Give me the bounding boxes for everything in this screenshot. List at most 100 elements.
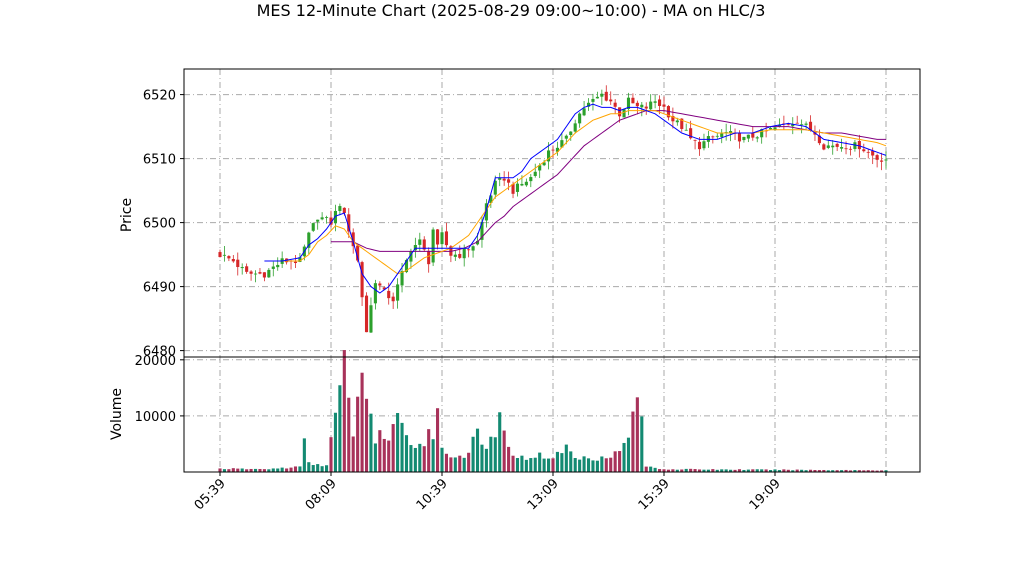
volume-bar — [857, 470, 861, 472]
volume-bar — [777, 470, 781, 472]
candle-body — [498, 177, 502, 180]
candle-body — [409, 251, 413, 262]
candle-body — [458, 253, 462, 258]
candle-body — [769, 128, 773, 130]
candle-body — [542, 162, 546, 166]
volume-bar — [271, 468, 275, 472]
volume-bar — [511, 455, 515, 472]
candle-body — [373, 283, 377, 304]
candle-body — [595, 96, 599, 99]
volume-bar — [720, 469, 724, 472]
volume-bar — [831, 470, 835, 472]
candle-body — [369, 305, 373, 333]
candle-body — [413, 245, 417, 251]
candle-body — [245, 266, 249, 272]
volume-bar — [245, 469, 249, 472]
candle-body — [862, 149, 866, 152]
volume-bar — [862, 470, 866, 472]
volume-bar — [342, 350, 346, 472]
volume-bar — [538, 452, 542, 472]
volume-bar — [356, 396, 360, 472]
volume-bar — [360, 372, 364, 472]
volume-bar — [289, 467, 293, 472]
candle-body — [586, 102, 591, 107]
volume-bar — [848, 470, 853, 472]
volume-bar — [231, 468, 235, 472]
candle-body — [777, 124, 781, 127]
volume-bar — [520, 455, 524, 472]
candle-body — [800, 124, 804, 126]
candle-body — [680, 118, 684, 129]
volume-bar — [724, 469, 728, 472]
volume-bar — [884, 470, 888, 472]
candle-body — [378, 283, 382, 286]
candle-body — [658, 99, 662, 106]
candle-body — [555, 147, 559, 152]
volume-bar — [462, 457, 466, 472]
volume-bar — [764, 469, 768, 472]
candle-body — [808, 121, 813, 131]
x-tick-label: 05:39 — [192, 476, 229, 513]
volume-bar — [591, 460, 595, 472]
volume-bar — [582, 456, 586, 472]
volume-bar — [626, 437, 631, 472]
volume-bar — [431, 439, 435, 472]
candle-body — [560, 140, 564, 148]
volume-bar — [382, 438, 386, 472]
volume-bar — [800, 469, 804, 472]
volume-tick-label: 10000 — [135, 410, 176, 425]
candle-body — [422, 239, 426, 250]
candle-body — [742, 136, 746, 141]
candle-body — [511, 183, 515, 194]
volume-bar — [507, 446, 511, 472]
volume-bar — [551, 458, 555, 472]
candle-body — [644, 106, 648, 109]
volume-bar — [480, 444, 484, 472]
candle-body — [857, 140, 861, 150]
x-tick-label: 08:09 — [303, 476, 340, 513]
volume-bar — [467, 452, 471, 472]
candle-body — [338, 206, 342, 211]
candle-body — [538, 165, 542, 171]
volume-panel-frame — [183, 356, 921, 473]
volume-bar — [427, 429, 431, 472]
volume-bar — [338, 385, 342, 472]
volume-bar — [853, 470, 857, 472]
candle-body — [826, 145, 830, 148]
candle-body — [564, 135, 568, 139]
candle-body — [267, 269, 271, 278]
candle-body — [502, 178, 506, 181]
volume-bar — [458, 455, 462, 472]
volume-bar — [347, 397, 351, 472]
volume-bar — [609, 457, 613, 472]
volume-bar — [542, 458, 546, 472]
candle-body — [444, 231, 448, 246]
volume-bar — [817, 470, 821, 472]
volume-bar — [680, 469, 684, 472]
volume-bar — [493, 437, 497, 472]
candle-body — [835, 143, 839, 147]
volume-bar — [391, 424, 395, 472]
candle-body — [618, 107, 622, 117]
volume-bar — [649, 466, 653, 472]
price-panel-frame — [183, 68, 921, 358]
volume-bar — [840, 470, 844, 472]
volume-bar — [773, 469, 777, 472]
volume-bar — [311, 465, 315, 472]
x-tick-label: 10:39 — [414, 476, 451, 513]
candle-body — [866, 151, 870, 153]
ma-long-line — [331, 110, 886, 252]
volume-bar — [302, 438, 306, 472]
candle-body — [653, 101, 657, 103]
volume-bar — [791, 470, 795, 472]
volume-bar — [276, 468, 280, 472]
volume-bar — [409, 445, 413, 472]
candle-body — [227, 256, 231, 259]
volume-bar — [666, 469, 670, 472]
volume-bar — [316, 464, 320, 472]
volume-bar — [400, 422, 404, 472]
volume-bar — [222, 469, 226, 472]
volume-bar — [866, 470, 870, 472]
volume-bar — [808, 469, 813, 472]
